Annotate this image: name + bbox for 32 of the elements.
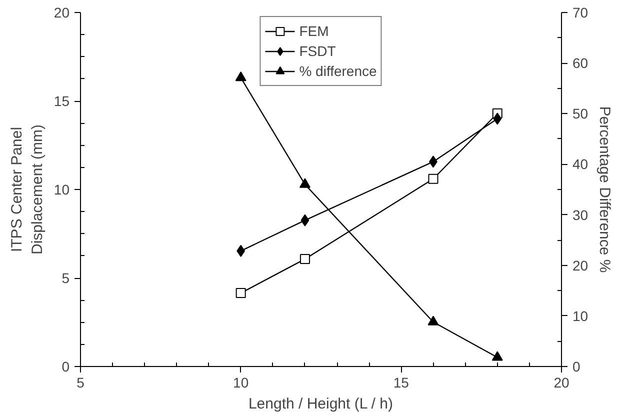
y2-tick-label: 50 [572, 106, 588, 122]
point [493, 112, 502, 125]
legend-label: FSDT [299, 43, 336, 59]
point [236, 288, 246, 298]
y-tick-label: 5 [62, 270, 70, 286]
y2-tick-label: 30 [572, 206, 588, 223]
point [300, 254, 310, 264]
y2-axis-title: Percentage Difference % [596, 106, 614, 273]
point [428, 174, 438, 184]
y-axis-title: ITPS Center Panel Displacement (mm) [8, 124, 46, 255]
y2-tick-label: 70 [572, 4, 588, 20]
point [492, 351, 503, 361]
y2-tick-label: 60 [572, 55, 588, 72]
x-tick-label: 15 [393, 374, 410, 390]
x-axis-title: Length / Height (L / h) [248, 396, 393, 412]
y-tick-label: 15 [54, 93, 70, 109]
legend-label: FEM [299, 23, 329, 39]
y-tick-label: 0 [62, 358, 70, 374]
y-tick-label: 20 [54, 4, 70, 20]
point [300, 214, 310, 226]
y2-tick-label: 10 [572, 308, 588, 324]
point [299, 178, 310, 188]
point [428, 316, 439, 326]
legend-label: % difference [299, 63, 377, 79]
y-tick-label: 10 [54, 182, 70, 198]
x-tick-label: 10 [233, 374, 249, 390]
y2-tick-label: 20 [572, 257, 588, 274]
x-tick-label: 5 [76, 374, 85, 390]
point [235, 71, 246, 82]
y2-tick-label: 40 [572, 156, 588, 172]
y2-tick-label: 0 [572, 358, 580, 374]
x-tick-label: 20 [554, 374, 570, 390]
